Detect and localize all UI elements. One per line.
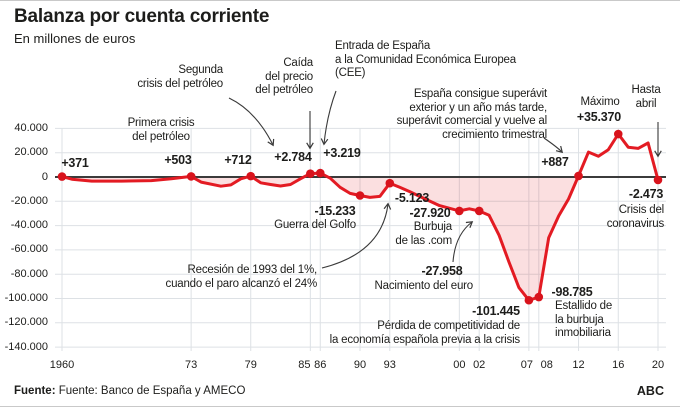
data-point-1993 [385,178,395,188]
data-point-2002 [474,206,484,216]
data-point-1979 [246,171,256,181]
chart-subtitle: En millones de euros [14,31,136,46]
negative-area-fill [62,177,658,301]
data-point-1973 [186,172,196,181]
arrow-crecimiento [543,137,564,154]
source-text: Fuente: Banco de España y AMECO [55,385,246,397]
vertical-gridlines [61,128,659,351]
data-point-1985 [306,169,315,178]
page-title: Balanza por cuenta corriente [14,6,270,27]
data-point-2016 [613,129,623,139]
source-label: Fuente: [14,385,56,397]
annotation-arrows [228,90,662,269]
data-point-1986 [315,168,325,178]
data-point-2007 [524,295,534,305]
data-point-1960 [57,172,67,181]
data-point-2000 [455,206,464,216]
arrow-segunda-crisis [228,97,275,147]
data-point-markers [57,129,663,305]
data-point-2020 [653,175,663,185]
data-point-2008 [534,292,544,302]
brand-logo: ABC [636,384,664,398]
arrow-nacimiento-euro [452,221,474,263]
arrow-entrada-cee [320,90,337,146]
source-note: Fuente: Fuente: Banco de España y AMECO [14,385,245,397]
arrow-recesion-1993 [321,202,392,269]
data-point-1990 [355,191,365,200]
data-point-2012 [574,171,583,181]
horizontal-gridlines [55,127,666,348]
